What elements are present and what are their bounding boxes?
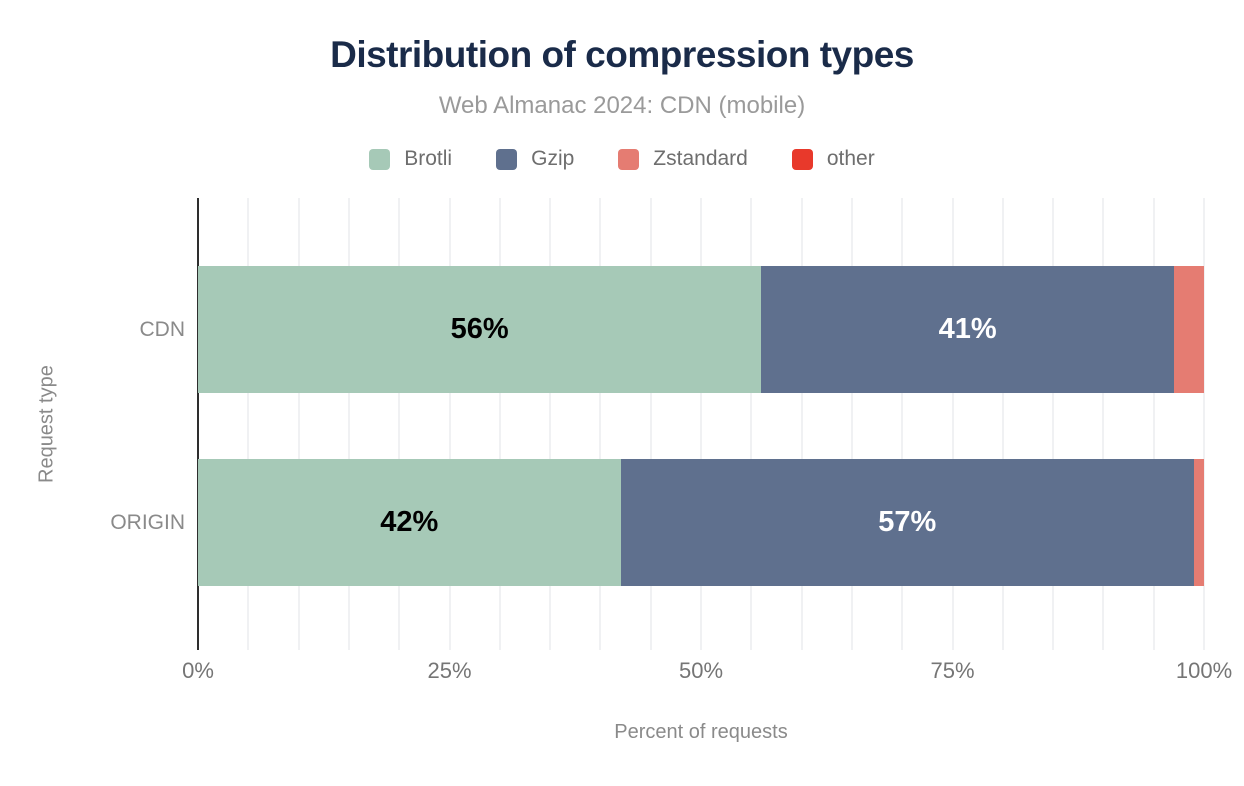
gridline: [297, 198, 300, 650]
legend-item-gzip[interactable]: Gzip: [496, 147, 574, 171]
bar-value-label-brotli-origin: 42%: [380, 506, 439, 538]
legend-swatch-brotli: [369, 148, 391, 170]
legend-label-brotli: Brotli: [404, 147, 453, 170]
gridline: [750, 198, 753, 650]
legend-label-gzip: Gzip: [531, 147, 575, 170]
x-tick-75-: 75%: [930, 658, 975, 683]
bar-segment-zstandard-origin: [1193, 459, 1204, 586]
category-label-origin: ORIGIN: [110, 510, 185, 534]
x-axis-title: Percent of requests: [614, 721, 788, 743]
y-axis-line: [197, 198, 199, 650]
bar-value-label-gzip-cdn: 41%: [938, 313, 997, 345]
legend-item-zstandard[interactable]: Zstandard: [618, 147, 748, 171]
legend-label-zstandard: Zstandard: [653, 147, 748, 170]
gridline: [498, 198, 501, 650]
category-label-cdn: CDN: [139, 317, 186, 341]
gridline: [800, 198, 803, 650]
gridline: [1203, 198, 1205, 650]
legend-label-other: other: [826, 147, 875, 170]
gridline: [347, 198, 350, 650]
gridline: [850, 198, 853, 650]
page-subtitle: Web Almanac 2024: CDN (mobile): [438, 92, 806, 119]
gridline: [1152, 198, 1155, 650]
legend-swatch-zstandard: [618, 148, 640, 170]
plot-area: 56% 41% 42% 57%: [197, 198, 1205, 650]
bar-row-cdn: 56% 41%: [198, 266, 1204, 393]
x-tick-100-: 100%: [1175, 658, 1233, 683]
gridline: [649, 198, 652, 650]
gridline: [549, 198, 552, 650]
legend-swatch-gzip: [496, 148, 518, 170]
bar-value-label-brotli-cdn: 56%: [450, 313, 509, 345]
gridline: [901, 198, 904, 650]
legend-item-brotli[interactable]: Brotli: [369, 147, 452, 171]
bar-row-origin: 42% 57%: [198, 459, 1204, 586]
gridline: [398, 198, 401, 650]
gridline: [700, 198, 702, 650]
x-tick-50-: 50%: [678, 658, 724, 683]
y-axis-title: Request type: [35, 365, 58, 483]
page-title: Distribution of compression types: [330, 34, 914, 75]
legend-swatch-other: [791, 148, 813, 170]
bar-segment-brotli-cdn: 56%: [198, 266, 762, 393]
gridline: [448, 198, 451, 650]
x-tick-25-: 25%: [427, 658, 472, 683]
gridline: [1052, 198, 1055, 650]
bar-segment-zstandard-cdn: [1173, 266, 1204, 393]
x-tick-0-: 0%: [182, 658, 214, 683]
bar-segment-gzip-cdn: 41%: [761, 266, 1174, 393]
gridline: [247, 198, 250, 650]
legend-item-other[interactable]: other: [791, 147, 875, 171]
bar-segment-gzip-origin: 57%: [620, 459, 1194, 586]
gridline: [1102, 198, 1105, 650]
gridline: [951, 198, 954, 650]
bar-segment-brotli-origin: 42%: [198, 459, 621, 586]
gridline: [599, 198, 602, 650]
bar-value-label-gzip-origin: 57%: [878, 506, 937, 538]
gridline: [1001, 198, 1004, 650]
legend: Brotli Gzip Zstandard other: [0, 144, 1244, 174]
